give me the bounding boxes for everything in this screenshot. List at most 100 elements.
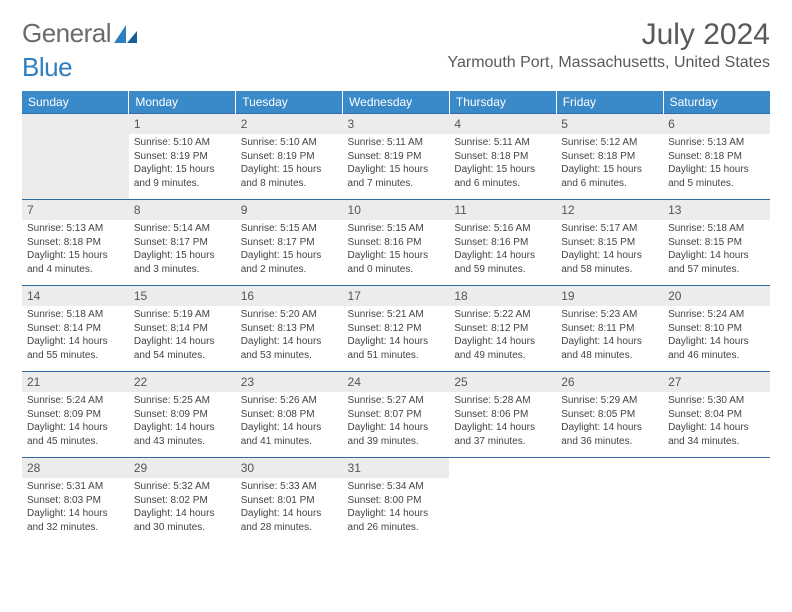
day-header: Friday bbox=[556, 91, 663, 114]
daylight2-text: and 59 minutes. bbox=[454, 263, 551, 277]
day-number: 31 bbox=[343, 458, 450, 478]
sunset-text: Sunset: 8:14 PM bbox=[134, 322, 231, 336]
sunrise-text: Sunrise: 5:24 AM bbox=[668, 308, 765, 322]
daylight1-text: Daylight: 15 hours bbox=[27, 249, 124, 263]
daylight2-text: and 39 minutes. bbox=[348, 435, 445, 449]
daylight1-text: Daylight: 15 hours bbox=[134, 163, 231, 177]
daylight2-text: and 2 minutes. bbox=[241, 263, 338, 277]
day-number: 1 bbox=[129, 114, 236, 134]
calendar-cell: 4Sunrise: 5:11 AMSunset: 8:18 PMDaylight… bbox=[449, 114, 556, 200]
daylight2-text: and 46 minutes. bbox=[668, 349, 765, 363]
sunrise-text: Sunrise: 5:15 AM bbox=[348, 222, 445, 236]
calendar-cell: 21Sunrise: 5:24 AMSunset: 8:09 PMDayligh… bbox=[22, 372, 129, 458]
daylight1-text: Daylight: 14 hours bbox=[561, 249, 658, 263]
sunset-text: Sunset: 8:16 PM bbox=[348, 236, 445, 250]
day-number: 20 bbox=[663, 286, 770, 306]
month-title: July 2024 bbox=[447, 18, 770, 52]
sunrise-text: Sunrise: 5:33 AM bbox=[241, 480, 338, 494]
daylight1-text: Daylight: 14 hours bbox=[241, 421, 338, 435]
sunset-text: Sunset: 8:06 PM bbox=[454, 408, 551, 422]
logo-text-general: General bbox=[22, 18, 111, 49]
daylight2-text: and 57 minutes. bbox=[668, 263, 765, 277]
calendar-cell: 18Sunrise: 5:22 AMSunset: 8:12 PMDayligh… bbox=[449, 286, 556, 372]
calendar-cell: 1 Sunrise: 5:10 AMSunset: 8:19 PMDaylight… bbox=[129, 114, 236, 200]
day-number: 11 bbox=[449, 200, 556, 220]
daylight2-text: and 30 minutes. bbox=[134, 521, 231, 535]
day-number: 13 bbox=[663, 200, 770, 220]
calendar-cell: 24Sunrise: 5:27 AMSunset: 8:07 PMDayligh… bbox=[343, 372, 450, 458]
logo: General bbox=[22, 18, 141, 49]
sunrise-text: Sunrise: 5:30 AM bbox=[668, 394, 765, 408]
day-number: 19 bbox=[556, 286, 663, 306]
sunrise-text: Sunrise: 5:24 AM bbox=[27, 394, 124, 408]
day-header: Monday bbox=[129, 91, 236, 114]
sunrise-text: Sunrise: 5:18 AM bbox=[668, 222, 765, 236]
sunset-text: Sunset: 8:14 PM bbox=[27, 322, 124, 336]
day-number: 14 bbox=[22, 286, 129, 306]
sunrise-text: Sunrise: 5:26 AM bbox=[241, 394, 338, 408]
calendar-cell bbox=[663, 458, 770, 544]
sunrise-text: Sunrise: 5:12 AM bbox=[561, 136, 658, 150]
sunset-text: Sunset: 8:15 PM bbox=[561, 236, 658, 250]
sunrise-text: Sunrise: 5:11 AM bbox=[348, 136, 445, 150]
day-number: 5 bbox=[556, 114, 663, 134]
daylight1-text: Daylight: 14 hours bbox=[27, 507, 124, 521]
daylight1-text: Daylight: 15 hours bbox=[348, 249, 445, 263]
calendar-cell: 23Sunrise: 5:26 AMSunset: 8:08 PMDayligh… bbox=[236, 372, 343, 458]
sunset-text: Sunset: 8:18 PM bbox=[454, 150, 551, 164]
sunrise-text: Sunrise: 5:23 AM bbox=[561, 308, 658, 322]
calendar-cell: 10 Sunrise: 5:15 AMSunset: 8:16 PMDayligh… bbox=[343, 200, 450, 286]
sunrise-text: Sunrise: 5:31 AM bbox=[27, 480, 124, 494]
sunset-text: Sunset: 8:01 PM bbox=[241, 494, 338, 508]
sunset-text: Sunset: 8:17 PM bbox=[134, 236, 231, 250]
day-number: 7 bbox=[22, 200, 129, 220]
calendar-cell: 27Sunrise: 5:30 AMSunset: 8:04 PMDayligh… bbox=[663, 372, 770, 458]
daylight2-text: and 45 minutes. bbox=[27, 435, 124, 449]
sunset-text: Sunset: 8:09 PM bbox=[134, 408, 231, 422]
daylight1-text: Daylight: 14 hours bbox=[454, 249, 551, 263]
sunrise-text: Sunrise: 5:10 AM bbox=[134, 136, 231, 150]
sunrise-text: Sunrise: 5:21 AM bbox=[348, 308, 445, 322]
daylight2-text: and 9 minutes. bbox=[134, 177, 231, 191]
sunrise-text: Sunrise: 5:29 AM bbox=[561, 394, 658, 408]
day-header: Sunday bbox=[22, 91, 129, 114]
calendar-cell: 19 Sunrise: 5:23 AMSunset: 8:11 PMDayligh… bbox=[556, 286, 663, 372]
calendar-week: 21Sunrise: 5:24 AMSunset: 8:09 PMDayligh… bbox=[22, 372, 770, 458]
day-number: 28 bbox=[22, 458, 129, 478]
calendar-week: 28Sunrise: 5:31 AMSunset: 8:03 PMDayligh… bbox=[22, 458, 770, 544]
sunset-text: Sunset: 8:08 PM bbox=[241, 408, 338, 422]
daylight2-text: and 53 minutes. bbox=[241, 349, 338, 363]
sunrise-text: Sunrise: 5:28 AM bbox=[454, 394, 551, 408]
title-block: July 2024 Yarmouth Port, Massachusetts, … bbox=[447, 18, 770, 72]
logo-text-blue: Blue bbox=[22, 52, 72, 82]
daylight2-text: and 4 minutes. bbox=[27, 263, 124, 277]
daylight1-text: Daylight: 14 hours bbox=[27, 335, 124, 349]
daylight1-text: Daylight: 14 hours bbox=[134, 335, 231, 349]
day-header: Tuesday bbox=[236, 91, 343, 114]
sunset-text: Sunset: 8:12 PM bbox=[454, 322, 551, 336]
calendar-cell: 9Sunrise: 5:15 AMSunset: 8:17 PMDaylight… bbox=[236, 200, 343, 286]
calendar-cell: 14Sunrise: 5:18 AMSunset: 8:14 PMDayligh… bbox=[22, 286, 129, 372]
daylight2-text: and 43 minutes. bbox=[134, 435, 231, 449]
day-number: 24 bbox=[343, 372, 450, 392]
calendar-cell: 6Sunrise: 5:13 AMSunset: 8:18 PMDaylight… bbox=[663, 114, 770, 200]
sunrise-text: Sunrise: 5:27 AM bbox=[348, 394, 445, 408]
day-number: 15 bbox=[129, 286, 236, 306]
sunset-text: Sunset: 8:11 PM bbox=[561, 322, 658, 336]
sunset-text: Sunset: 8:15 PM bbox=[668, 236, 765, 250]
sunset-text: Sunset: 8:19 PM bbox=[134, 150, 231, 164]
sunset-text: Sunset: 8:05 PM bbox=[561, 408, 658, 422]
day-number: 2 bbox=[236, 114, 343, 134]
day-number: 10 bbox=[343, 200, 450, 220]
sunrise-text: Sunrise: 5:17 AM bbox=[561, 222, 658, 236]
daylight2-text: and 8 minutes. bbox=[241, 177, 338, 191]
calendar-cell bbox=[449, 458, 556, 544]
sunset-text: Sunset: 8:19 PM bbox=[348, 150, 445, 164]
daylight2-text: and 6 minutes. bbox=[454, 177, 551, 191]
daylight1-text: Daylight: 14 hours bbox=[561, 335, 658, 349]
daylight2-text: and 5 minutes. bbox=[668, 177, 765, 191]
calendar-cell: 25Sunrise: 5:28 AMSunset: 8:06 PMDayligh… bbox=[449, 372, 556, 458]
sunset-text: Sunset: 8:12 PM bbox=[348, 322, 445, 336]
day-number: 6 bbox=[663, 114, 770, 134]
day-number: 30 bbox=[236, 458, 343, 478]
